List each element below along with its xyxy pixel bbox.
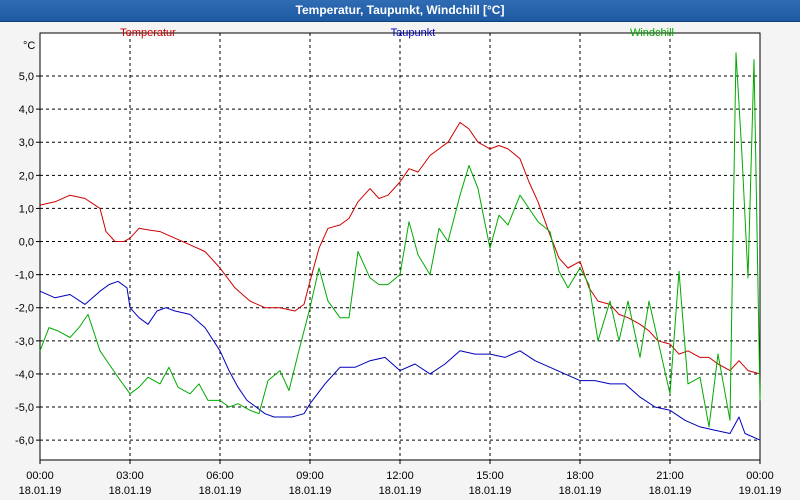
y-tick-label: 3,0: [19, 137, 34, 149]
x-tick-time: 00:00: [26, 470, 54, 482]
x-tick-time: 03:00: [116, 470, 144, 482]
x-tick-date: 18.01.19: [109, 485, 152, 497]
x-tick-time: 00:00: [746, 470, 774, 482]
y-tick-label: -2,0: [15, 303, 34, 315]
y-tick-label: 0,0: [19, 237, 34, 249]
window-title: Temperatur, Taupunkt, Windchill [°C]: [0, 0, 800, 22]
x-tick-date: 18.01.19: [379, 485, 422, 497]
x-tick-date: 18.01.19: [649, 485, 692, 497]
y-tick-label: -1,0: [15, 270, 34, 282]
legend: Temperatur Taupunkt Windchill: [120, 27, 674, 39]
legend-windchill: Windchill: [630, 27, 674, 39]
x-tick-time: 21:00: [656, 470, 684, 482]
y-tick-label: -3,0: [15, 336, 34, 348]
y-tick-label: -5,0: [15, 402, 34, 414]
legend-temperatur: Temperatur: [120, 27, 176, 39]
x-tick-time: 06:00: [206, 470, 234, 482]
series-line-taupunkt: [39, 280, 761, 441]
x-tick-time: 15:00: [476, 470, 504, 482]
y-tick-label: -4,0: [15, 369, 34, 381]
x-tick-date: 18.01.19: [469, 485, 512, 497]
y-tick-label: 5,0: [19, 71, 34, 83]
x-tick-date: 18.01.19: [199, 485, 242, 497]
y-tick-label: 2,0: [19, 170, 34, 182]
axes: 5,0 4,0 3,0 2,0 1,0 0,0 -1,0 -2,0 -3,0 -4,0 -5,0 -6…: [15, 40, 781, 497]
y-tick-label: 4,0: [19, 104, 34, 116]
y-tick-label: 1,0: [19, 203, 34, 215]
x-tick-time: 09:00: [296, 470, 324, 482]
grid: [40, 33, 760, 460]
x-tick-time: 18:00: [566, 470, 594, 482]
x-tick-time: 12:00: [386, 470, 414, 482]
x-tick-date: 18.01.19: [559, 485, 602, 497]
legend-taupunkt: Taupunkt: [391, 27, 436, 39]
y-tick-label: -6,0: [15, 435, 34, 447]
series-lines: [39, 52, 761, 441]
x-tick-date: 18.01.19: [289, 485, 332, 497]
x-tick-date: 18.01.19: [19, 485, 62, 497]
x-tick-date: 19.01.19: [739, 485, 782, 497]
series-line-windchill: [39, 52, 761, 428]
y-unit-label: °C: [23, 40, 35, 52]
series-line-temperatur: [39, 121, 761, 375]
